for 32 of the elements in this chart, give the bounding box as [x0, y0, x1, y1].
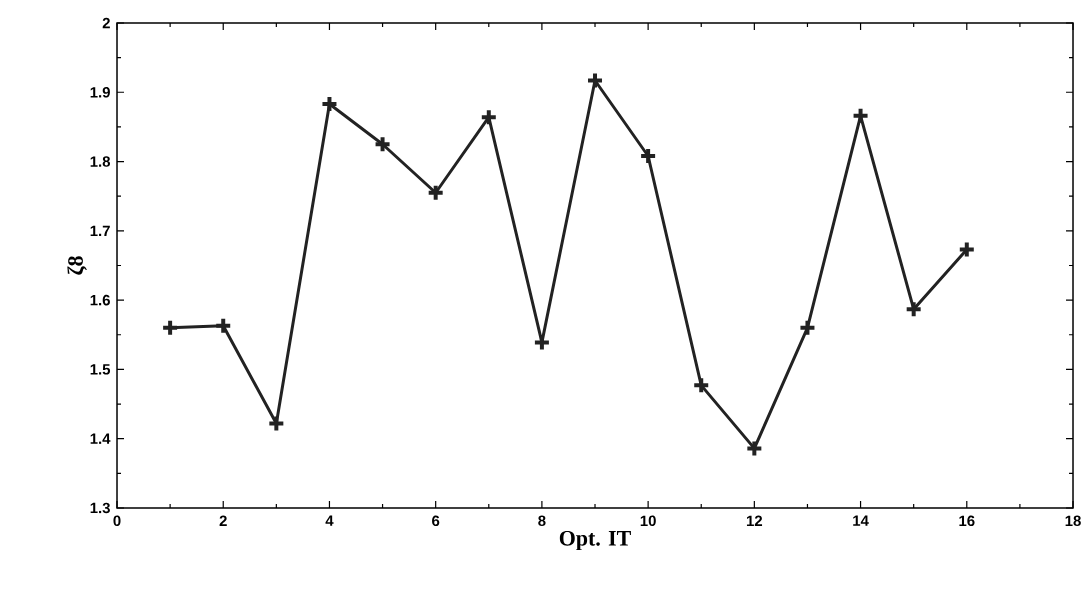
- point: [426, 183, 445, 202]
- x-tick-label: 4: [325, 515, 334, 526]
- y-tick-label: 1.7: [90, 225, 110, 236]
- point: [161, 318, 180, 337]
- y-tick-label: 1.5: [90, 364, 111, 375]
- x-tick-label: 6: [432, 515, 440, 527]
- point: [214, 316, 233, 335]
- x-tick-label: 8: [538, 515, 546, 527]
- point: [851, 106, 870, 125]
- point: [798, 318, 817, 337]
- x-tick-label: 10: [640, 515, 656, 527]
- point: [479, 108, 498, 127]
- x-tick-label: 12: [746, 515, 763, 526]
- point: [373, 135, 392, 154]
- point: [267, 414, 286, 433]
- y-tick-label: 1.6: [90, 294, 110, 306]
- point: [745, 439, 764, 458]
- y-tick-label: 1.3: [90, 502, 110, 514]
- y-tick-label: 1.9: [90, 86, 110, 98]
- point: [957, 240, 976, 259]
- x-tick-label: 14: [853, 515, 869, 526]
- x-tick-label: 18: [1065, 515, 1081, 527]
- x-tick-label: 2: [219, 515, 227, 526]
- point: [904, 300, 923, 319]
- y-axis-title: ζ8: [67, 256, 87, 275]
- x-axis-title: Opt. IT: [559, 530, 631, 551]
- y-tick-label: 1.4: [90, 433, 111, 444]
- point: [692, 376, 711, 395]
- x-tick-label: 16: [959, 515, 975, 527]
- y-tick-label: 2: [102, 17, 110, 29]
- x-tick-label: 0: [113, 515, 121, 527]
- y-tick-label: 1.8: [90, 156, 111, 167]
